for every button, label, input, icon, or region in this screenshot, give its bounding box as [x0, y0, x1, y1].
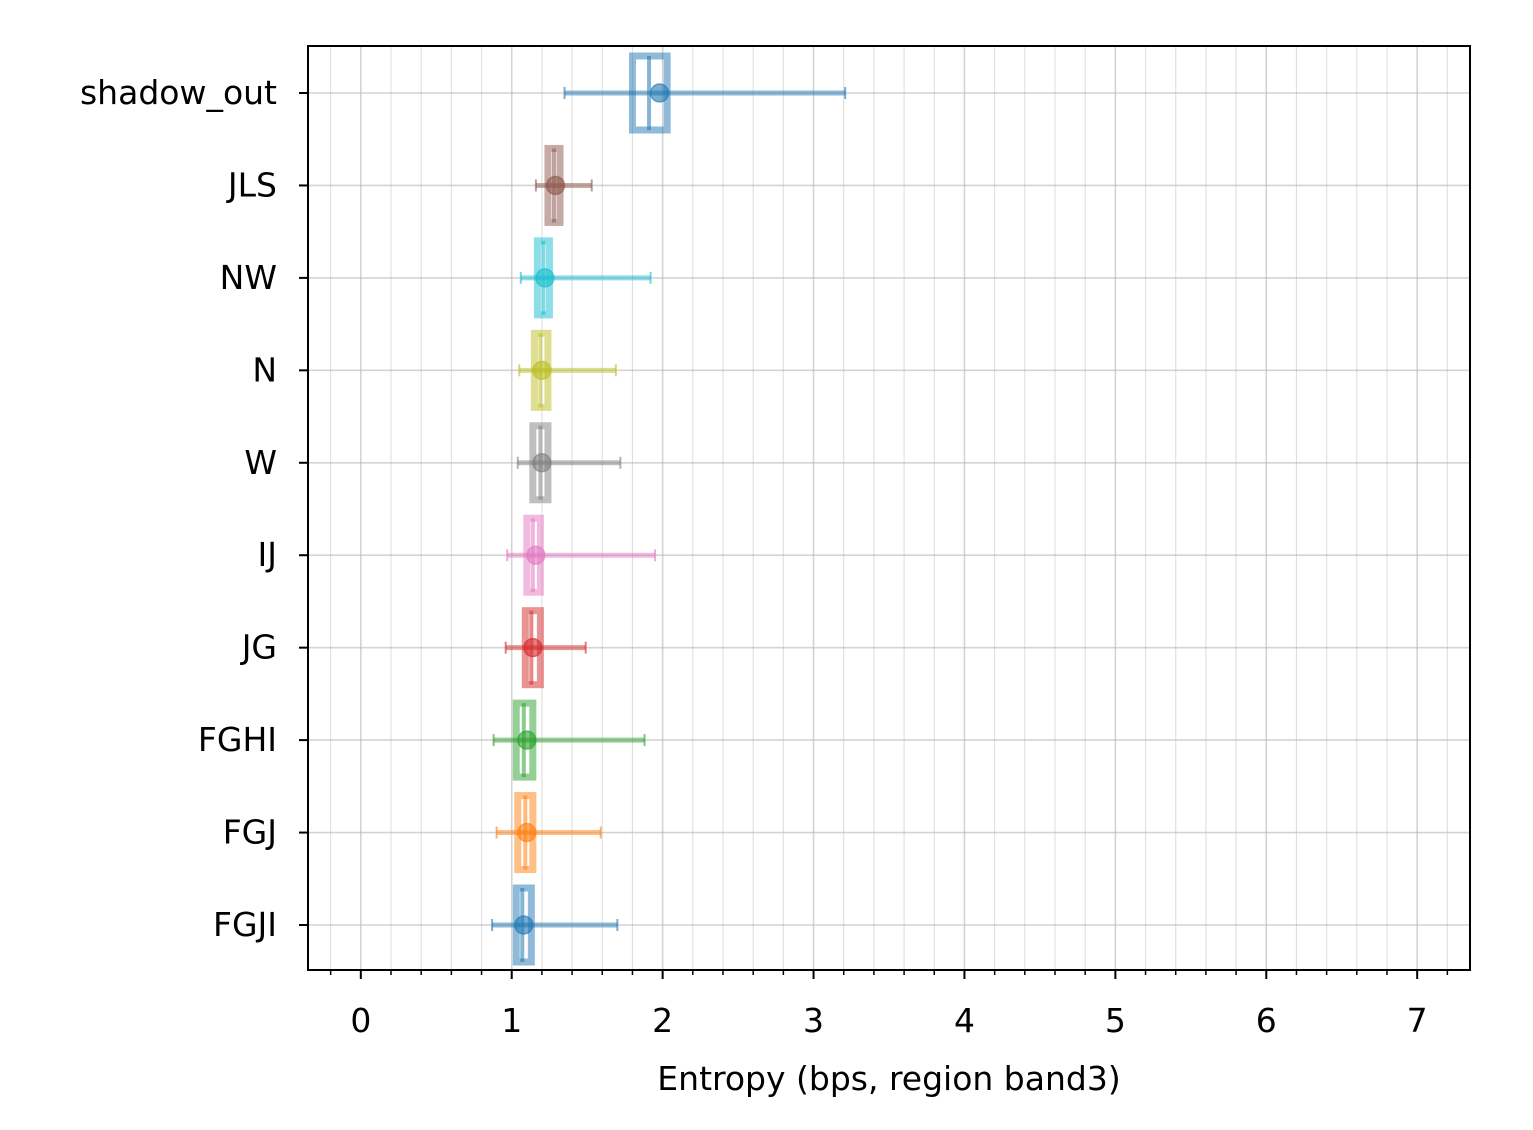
series-JLS	[534, 144, 593, 226]
y-tick-label: JG	[240, 628, 277, 667]
series-NW	[519, 237, 652, 319]
y-axis: FGJI FGJ FGHI JG IJ W N NW JLS shadow_out	[80, 73, 308, 944]
y-tick-label: W	[244, 443, 277, 482]
x-tick-label: 4	[954, 1001, 975, 1040]
y-tick-label: shadow_out	[80, 73, 277, 112]
x-tick-label: 1	[501, 1001, 522, 1040]
y-tick-label: NW	[220, 258, 277, 297]
series-FGJI	[491, 884, 619, 966]
series-W	[516, 422, 622, 504]
x-tick-label: 2	[652, 1001, 673, 1040]
data-marks	[491, 52, 847, 966]
x-axis-label: Entropy (bps, region band3)	[657, 1059, 1120, 1098]
x-tick-label: 0	[350, 1001, 371, 1040]
series-FGJ	[495, 792, 602, 874]
y-tick-label: FGHI	[198, 720, 277, 759]
x-tick-label: 6	[1256, 1001, 1277, 1040]
y-tick-label: IJ	[258, 535, 277, 574]
mean-point	[517, 730, 537, 750]
y-tick-label: JLS	[226, 165, 277, 204]
mean-point	[517, 822, 537, 843]
y-tick-label: N	[252, 350, 277, 389]
mean-point	[535, 268, 555, 288]
mean-point	[526, 545, 546, 565]
mean-point	[649, 83, 670, 103]
y-tick-label: FGJI	[213, 905, 277, 944]
x-axis: 0 1 2 3 4 5 6 7	[329, 970, 1449, 1040]
plot-frame	[307, 45, 1471, 971]
mean-point	[545, 175, 566, 196]
x-tick-label: 3	[803, 1001, 824, 1040]
series-shadow_out	[563, 52, 847, 134]
y-tick-label: FGJ	[223, 813, 277, 852]
x-tick-label: 7	[1407, 1001, 1428, 1040]
mean-point	[532, 360, 552, 381]
x-tick-label: 5	[1105, 1001, 1126, 1040]
mean-point	[532, 453, 552, 473]
grid	[308, 46, 1470, 970]
series-JG	[504, 607, 587, 689]
series-IJ	[506, 514, 657, 596]
series-FGHI	[492, 699, 646, 781]
mean-point	[514, 915, 534, 935]
series-N	[518, 329, 617, 411]
mean-point	[523, 637, 543, 658]
